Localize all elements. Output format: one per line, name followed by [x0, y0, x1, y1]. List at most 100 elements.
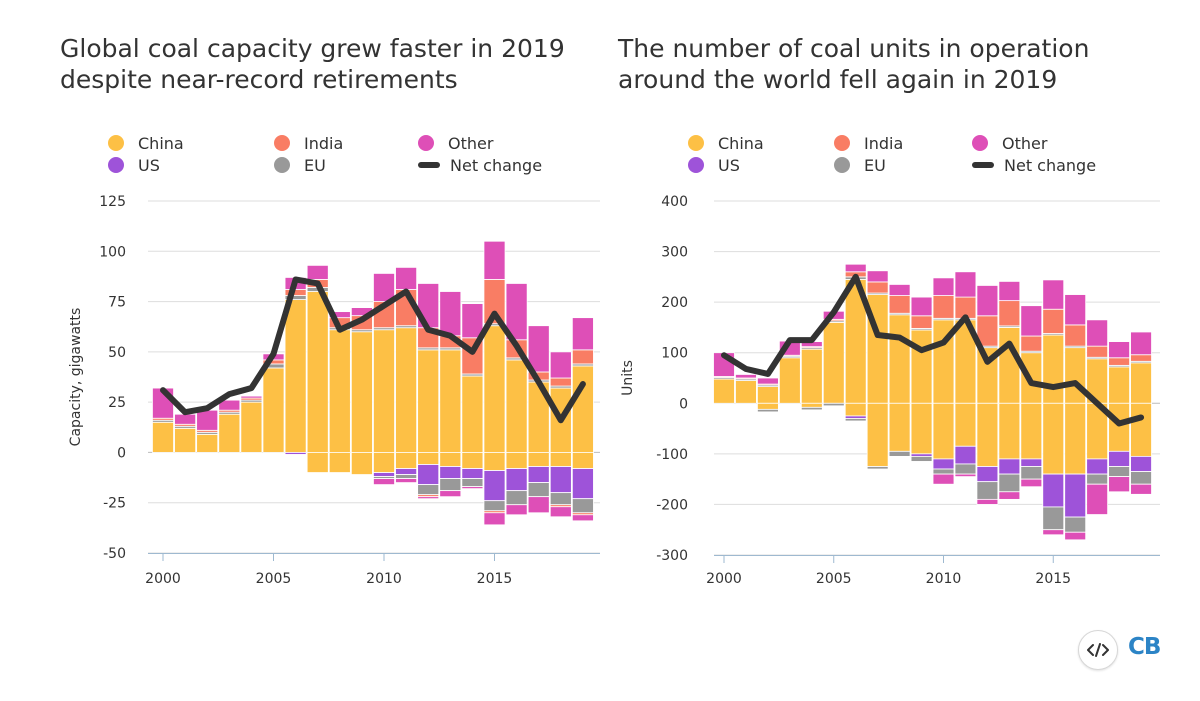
- bar-china-2009: [350, 331, 373, 453]
- y-tick-label: -100: [656, 447, 688, 463]
- bar-retired-china-2014: [461, 452, 484, 469]
- legend-label-india: India: [864, 133, 904, 153]
- legend-label-net-change: Net change: [1004, 155, 1097, 175]
- legend-label-us: US: [718, 155, 740, 175]
- chart-title-line-2: around the world fell again in 2019: [618, 65, 1058, 94]
- chart-legend: China US India EU Other Net change: [108, 132, 588, 180]
- bar-retired-us-2010: [932, 458, 955, 470]
- bar-retired-other-2014: [1020, 478, 1043, 488]
- x-tick-label-2005: 2005: [816, 571, 852, 587]
- bar-india-2015: [1042, 308, 1065, 334]
- bar-other-2006: [844, 263, 867, 273]
- bar-retired-eu-2005: [822, 402, 845, 407]
- x-tick-label-2015: 2015: [1035, 571, 1071, 587]
- y-tick-label: 400: [661, 194, 688, 210]
- bar-retired-other-2011: [954, 473, 977, 478]
- bar-other-2007: [866, 270, 889, 283]
- bar-retired-eu-2016: [505, 490, 528, 506]
- bar-retired-china-2011: [395, 452, 418, 469]
- bar-retired-us-2017: [527, 466, 550, 484]
- legend-item-net-change: Net change: [972, 154, 1096, 176]
- bar-china-2003: [218, 413, 241, 453]
- legend-label-eu: EU: [304, 155, 326, 175]
- bar-retired-other-2014: [461, 486, 484, 490]
- legend-swatch-us: [108, 157, 124, 173]
- bar-retired-china-2018: [549, 452, 572, 467]
- carbon-brief-logo: CB: [1128, 634, 1161, 660]
- bar-retired-china-2019: [1130, 402, 1152, 457]
- bar-retired-us-2017: [1086, 458, 1109, 475]
- bar-retired-china-2018: [1108, 402, 1130, 452]
- bar-other-2008: [328, 311, 351, 319]
- bar-china-2002: [757, 386, 779, 404]
- bar-retired-eu-2009: [910, 455, 933, 462]
- legend-item-china: China: [688, 132, 764, 154]
- chart-panel-capacity: Global coal capacity grew faster in 2019…: [60, 33, 600, 587]
- bar-china-2008: [328, 329, 351, 453]
- bar-retired-eu-2004: [800, 406, 823, 411]
- bar-retired-eu-2016: [1064, 516, 1087, 533]
- bar-retired-eu-2018: [549, 492, 572, 506]
- legend-swatch-eu: [834, 157, 850, 173]
- bar-china-2001: [174, 427, 197, 453]
- y-tick-label: 0: [679, 396, 688, 412]
- bar-other-2013: [439, 291, 462, 337]
- bar-retired-us-2013: [439, 466, 462, 479]
- legend-swatch-china: [108, 135, 124, 151]
- x-tick-label-2005: 2005: [256, 571, 292, 587]
- bar-retired-china-2011: [954, 402, 977, 447]
- legend-swatch-other: [418, 135, 434, 151]
- bar-retired-us-2015: [483, 470, 506, 502]
- bar-retired-eu-2017: [1086, 473, 1109, 485]
- bar-retired-eu-2010: [932, 468, 955, 475]
- bar-china-2008: [888, 314, 911, 404]
- bar-retired-other-2018: [549, 506, 572, 518]
- legend-swatch-india: [274, 135, 290, 151]
- net-change-line: [721, 273, 1145, 427]
- legend-swatch-net-change: [972, 162, 994, 168]
- legend-item-eu: EU: [834, 154, 886, 176]
- bar-china-2001: [735, 380, 757, 404]
- bar-retired-eu-2017: [527, 482, 550, 498]
- bar-china-2004: [240, 401, 263, 453]
- bar-retired-eu-2015: [1042, 506, 1065, 531]
- bar-china-2009: [910, 329, 933, 404]
- bar-china-2018: [1108, 366, 1130, 404]
- bar-other-2001: [735, 374, 757, 379]
- bar-other-2011: [395, 266, 418, 290]
- bar-india-2008: [888, 295, 911, 314]
- bar-china-2005: [262, 367, 285, 453]
- y-tick-label: 300: [661, 245, 688, 261]
- y-tick-label: 0: [117, 445, 126, 461]
- bar-retired-eu-2012: [417, 484, 440, 496]
- bar-retired-us-2006: [284, 452, 307, 455]
- bar-china-2016: [505, 359, 528, 453]
- bar-other-2004: [240, 395, 263, 399]
- y-tick-label: -200: [656, 497, 688, 513]
- bar-retired-china-2010: [373, 452, 395, 473]
- chart-title: Global coal capacity grew faster in 2019…: [60, 33, 565, 95]
- code-icon: [1087, 643, 1109, 657]
- x-tick-label-2010: 2010: [366, 571, 402, 587]
- bar-china-2004: [800, 348, 823, 404]
- y-axis-label: Units: [620, 360, 636, 396]
- bar-china-2015: [1042, 334, 1065, 404]
- bar-retired-other-2019: [1130, 483, 1152, 495]
- bar-china-2002: [196, 433, 219, 453]
- y-axis-label: Capacity, gigawatts: [68, 308, 84, 447]
- bar-retired-us-2012: [976, 466, 999, 483]
- bar-retired-other-2015: [483, 512, 506, 526]
- bar-retired-china-2014: [1020, 402, 1043, 460]
- bar-retired-china-2008: [888, 402, 911, 452]
- legend-label-other: Other: [448, 133, 494, 153]
- chart-title-line-1: Global coal capacity grew faster in 2019: [60, 34, 565, 63]
- legend-swatch-india: [834, 135, 850, 151]
- bar-other-2001: [174, 413, 197, 425]
- bar-china-2013: [439, 349, 462, 453]
- embed-code-button[interactable]: [1078, 630, 1118, 670]
- legend-swatch-other: [972, 135, 988, 151]
- bar-china-2019: [1130, 362, 1152, 404]
- bar-china-2012: [417, 349, 440, 453]
- legend-swatch-us: [688, 157, 704, 173]
- legend-item-india: India: [274, 132, 343, 154]
